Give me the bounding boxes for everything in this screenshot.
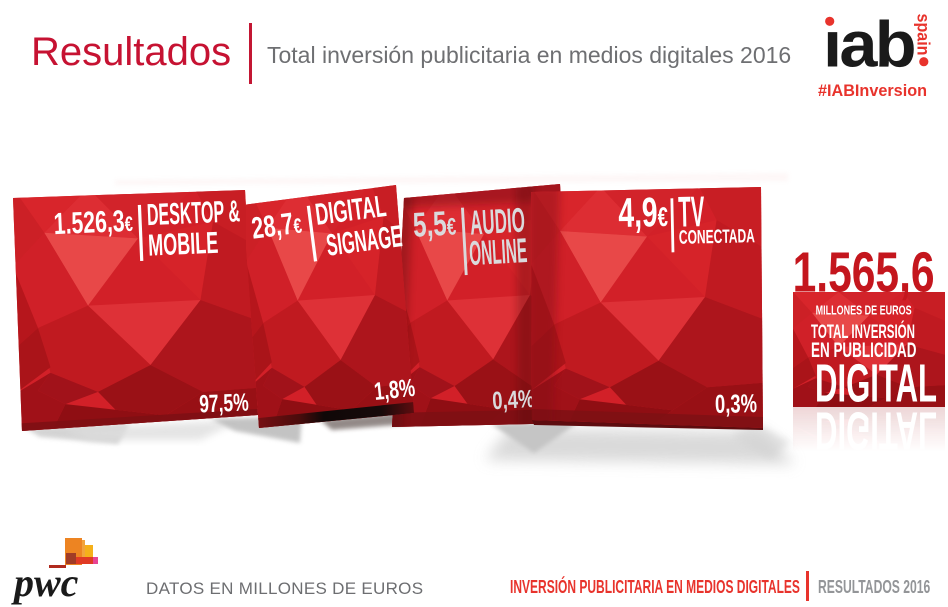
svg-text:1.565,6: 1.565,6: [793, 242, 935, 305]
svg-text:TV: TV: [678, 188, 705, 237]
svg-text:spain: spain: [914, 14, 934, 56]
svg-text:EN PUBLICIDAD: EN PUBLICIDAD: [811, 338, 917, 362]
svg-text:MILLONES DE EUROS: MILLONES DE EUROS: [816, 303, 912, 318]
svg-text:0,3%: 0,3%: [715, 388, 758, 419]
svg-text:1.526,3€: 1.526,3€: [53, 204, 134, 241]
svg-text:MOBILE: MOBILE: [147, 226, 218, 263]
svg-text:#IABInversion: #IABInversion: [818, 81, 927, 100]
svg-text:CONECTADA: CONECTADA: [679, 226, 755, 249]
svg-text:AUDIO: AUDIO: [469, 202, 526, 243]
svg-text:1,8%: 1,8%: [373, 374, 417, 406]
svg-text:TOTAL INVERSIÓN: TOTAL INVERSIÓN: [811, 319, 915, 343]
svg-text:0,4%: 0,4%: [492, 385, 535, 415]
svg-text:97,5%: 97,5%: [199, 388, 250, 418]
svg-text:ONLINE: ONLINE: [468, 232, 528, 273]
svg-text:DESKTOP &: DESKTOP &: [146, 194, 240, 232]
svg-text:ıab: ıab: [823, 9, 914, 81]
